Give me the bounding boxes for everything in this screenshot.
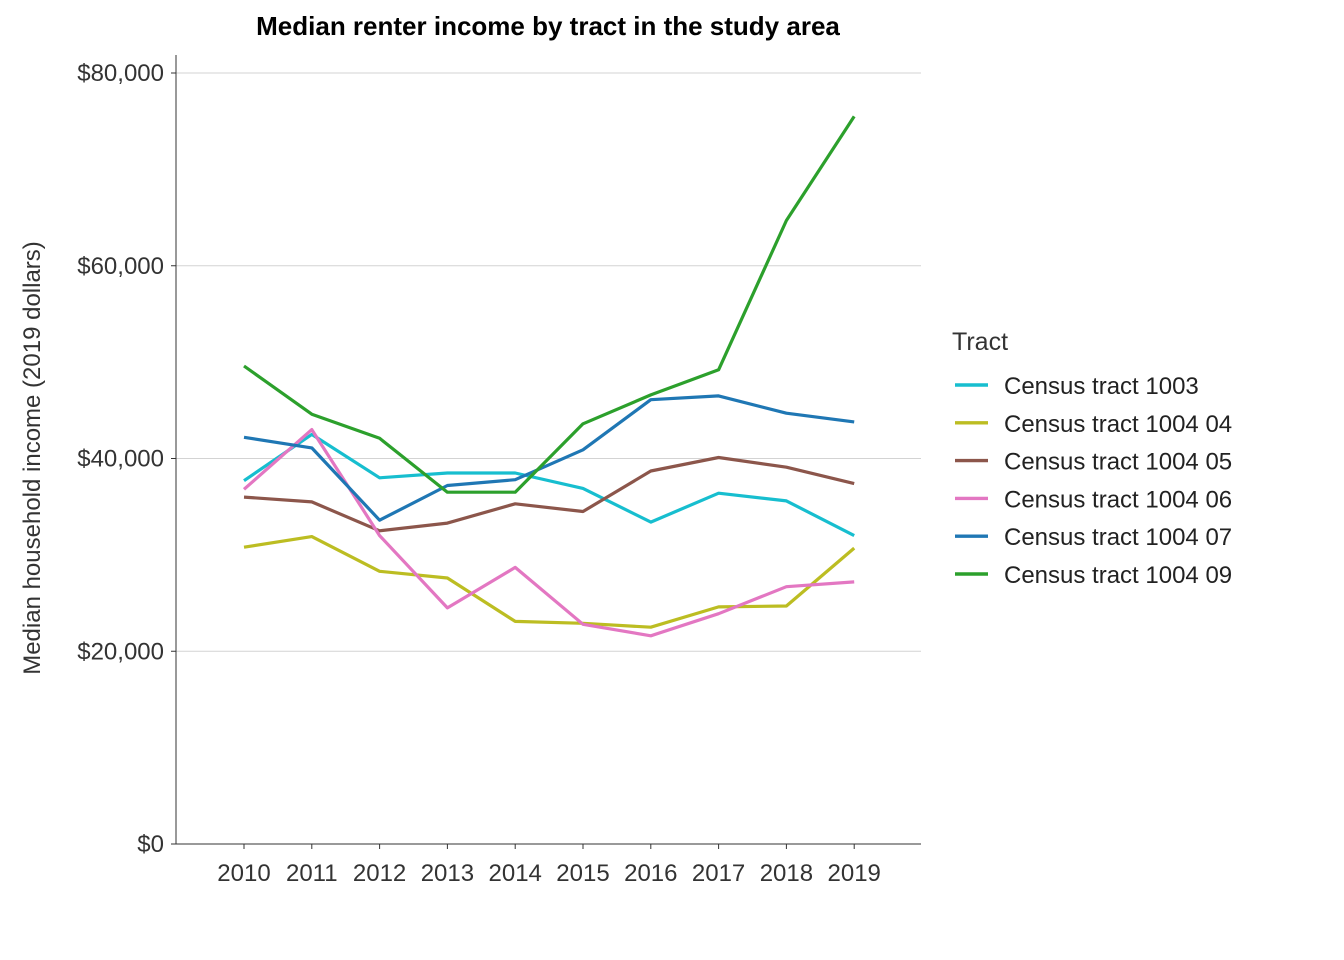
series-line-5 — [243, 115, 856, 494]
x-tick-label: 2017 — [692, 860, 745, 887]
legend-label: Census tract 1003 — [1004, 373, 1199, 400]
legend-label: Census tract 1004 06 — [1004, 486, 1232, 513]
legend: Tract Census tract 1003 Census tract 1004… — [952, 328, 1232, 589]
x-tick-label: 2018 — [760, 860, 813, 887]
series-line-4 — [243, 394, 855, 522]
x-tick-label: 2015 — [556, 860, 609, 887]
x-tick-label: 2014 — [489, 860, 542, 887]
series-line-2 — [243, 455, 855, 533]
series-line-0 — [243, 432, 855, 538]
x-tick-label: 2016 — [624, 860, 677, 887]
y-axis-ticks: $0 $20,000 $40,000 $60,000 $80,000 — [77, 60, 176, 858]
x-tick-label: 2011 — [286, 860, 338, 887]
legend-label: Census tract 1004 07 — [1004, 524, 1232, 551]
x-tick-label: 2019 — [828, 860, 881, 887]
series-lines — [242, 115, 856, 638]
x-tick-label: 2010 — [217, 860, 270, 887]
y-tick-label: $40,000 — [77, 446, 164, 473]
legend-label: Census tract 1004 09 — [1004, 562, 1232, 589]
y-axis-title: Median household income (2019 dollars) — [19, 241, 46, 675]
y-tick-label: $0 — [137, 831, 164, 858]
x-axis-ticks: 2010 2011 2012 2013 2014 2015 2016 2017 2018 2019 — [217, 844, 881, 887]
y-tick-label: $60,000 — [77, 253, 164, 280]
x-tick-label: 2012 — [353, 860, 406, 887]
x-tick-label: 2013 — [421, 860, 474, 887]
chart-title: Median renter income by tract in the stu… — [256, 11, 840, 41]
series-line-1 — [243, 534, 856, 629]
gridlines — [176, 72, 921, 652]
legend-label: Census tract 1004 05 — [1004, 449, 1232, 476]
legend-title: Tract — [952, 328, 1008, 356]
legend-items: Census tract 1003 Census tract 1004 04 Cen… — [955, 373, 1232, 589]
y-tick-label: $80,000 — [77, 60, 164, 87]
y-tick-label: $20,000 — [77, 638, 164, 665]
legend-label: Census tract 1004 04 — [1004, 411, 1232, 438]
axes — [175, 55, 921, 845]
